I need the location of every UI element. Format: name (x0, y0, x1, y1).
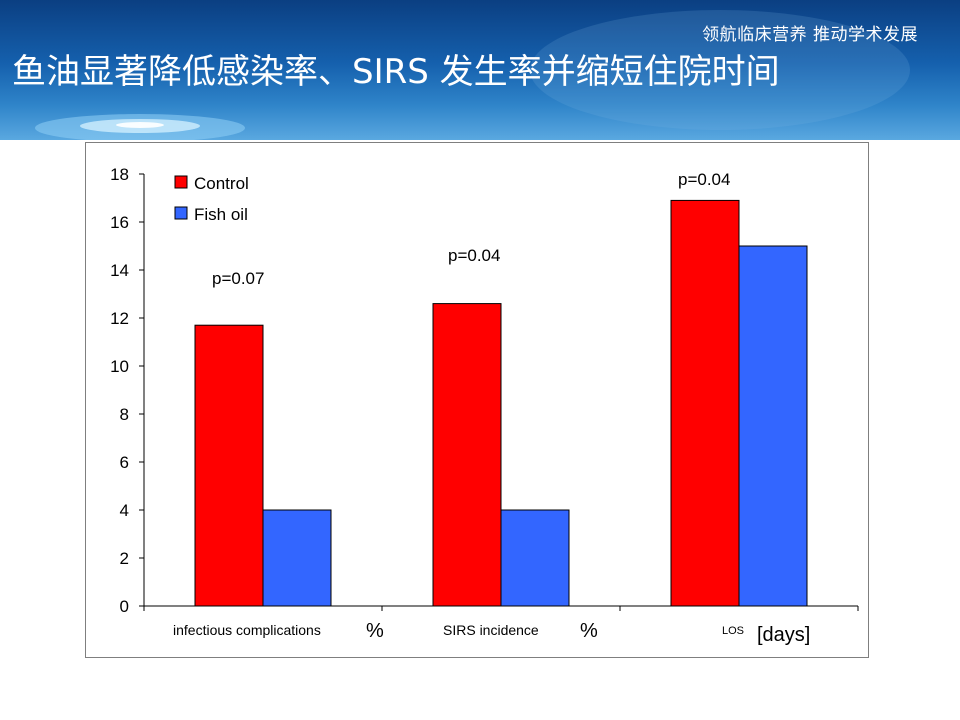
bar-fish-oil-2 (738, 245, 808, 607)
x-category-label: SIRS incidence (443, 622, 539, 638)
x-category-label: LOS (722, 625, 744, 637)
page-title: 鱼油显著降低感染率、SIRS 发生率并缩短住院时间 (12, 52, 780, 92)
bar-chart: 0 2 4 6 8 10 12 14 16 18 infectious complications… (110, 165, 859, 646)
p-value-annotation: p=0.07 (212, 269, 264, 288)
chart-frame: 0 2 4 6 8 10 12 14 16 18 infectious complications… (85, 142, 869, 658)
y-tick-label: 10 (110, 357, 129, 376)
legend-label: Control (194, 174, 249, 193)
chart-labels: infectious complications SIRS incidence LO… (173, 170, 810, 646)
bar-control-2 (670, 199, 740, 607)
bar-control-0 (194, 324, 264, 607)
header-banner: 领航临床营养 推动学术发展 鱼油显著降低感染率、SIRS 发生率并缩短住院时间 (0, 0, 960, 140)
banner-decoration (35, 10, 910, 140)
slogan: 领航临床营养 推动学术发展 (702, 25, 918, 45)
y-tick-label: 16 (110, 213, 129, 232)
chart-legend: Control Fish oil (174, 174, 249, 224)
y-tick-label: 12 (110, 309, 129, 328)
x-unit-label: % (366, 620, 384, 642)
y-tick-label: 4 (120, 501, 129, 520)
x-category-label: infectious complications (173, 622, 321, 638)
bar-fish-oil-0 (262, 509, 332, 607)
y-tick-label: 2 (120, 549, 129, 568)
bar-control-1 (432, 303, 502, 607)
y-tick-label: 14 (110, 261, 129, 280)
legend-label: Fish oil (194, 205, 248, 224)
p-value-annotation: p=0.04 (678, 170, 730, 189)
x-unit-label: % (580, 620, 598, 642)
x-unit-label: [days] (757, 624, 810, 646)
y-tick-label: 0 (120, 597, 129, 616)
legend-swatch-control (174, 175, 188, 189)
y-tick-label: 8 (120, 405, 129, 424)
y-tick-label: 6 (120, 453, 129, 472)
y-tick-label: 18 (110, 165, 129, 184)
bar-fish-oil-1 (500, 509, 570, 607)
p-value-annotation: p=0.04 (448, 246, 500, 265)
chart-bars (194, 199, 808, 607)
legend-swatch-fish-oil (174, 206, 188, 220)
